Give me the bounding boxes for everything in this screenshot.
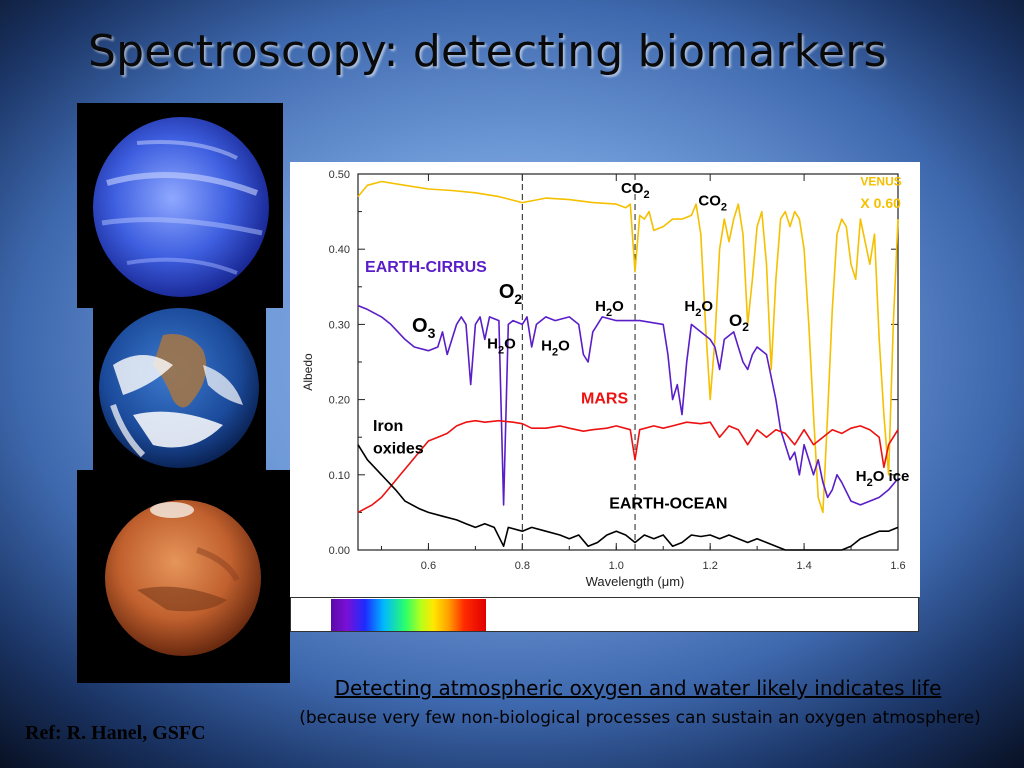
x-tick-label: 1.2: [703, 560, 718, 572]
x-tick-label: 0.6: [421, 560, 436, 572]
venus-image: [77, 103, 283, 308]
y-tick-label: 0.10: [329, 470, 350, 482]
mars-planet-icon: [105, 500, 261, 656]
y-tick-label: 0.30: [329, 319, 350, 331]
molecule-label: CO2: [698, 193, 727, 214]
series-line-earth-ocean: [357, 444, 899, 551]
y-tick-label: 0.20: [329, 395, 350, 407]
molecule-label: H2O ice: [856, 468, 910, 489]
x-tick-label: 1.4: [796, 560, 811, 572]
x-axis-label: Wavelength (μm): [586, 574, 685, 589]
plot-frame: [357, 173, 899, 551]
annotation-label: oxides: [373, 441, 424, 458]
rainbow-band: [331, 599, 486, 631]
mars-image: [77, 470, 290, 683]
earth-planet-icon: [99, 308, 259, 468]
molecule-label: H2O: [541, 338, 570, 359]
series-line-mars: [357, 419, 899, 514]
molecule-label: CO2: [621, 180, 650, 201]
earth-image: [93, 305, 266, 470]
series-line-earth-cirrus: [357, 304, 899, 506]
molecule-label: O3: [412, 315, 436, 341]
molecule-label: O2: [729, 311, 749, 334]
x-tick-label: 0.8: [515, 560, 530, 572]
molecule-label: H2O: [487, 335, 516, 356]
caption-sub: (because very few non-biological process…: [299, 708, 981, 728]
y-tick-label: 0.00: [329, 545, 350, 557]
annotation-label: EARTH-OCEAN: [609, 496, 727, 513]
y-axis-label: Albedo: [301, 353, 315, 391]
visible-spectrum-strip: [290, 597, 919, 632]
series-line-venus-x-0-60: [357, 180, 899, 514]
x-tick-label: 1.6: [890, 560, 905, 572]
caption-main: Detecting atmospheric oxygen and water l…: [334, 676, 942, 700]
annotation-label: MARS: [581, 390, 628, 407]
molecule-label: H2O: [684, 298, 713, 319]
x-tick-label: 1.0: [609, 560, 624, 572]
venus-planet-icon: [93, 117, 269, 297]
spectrum-chart: 0.00 0.10 0.20 0.30 0.40 0.50 0.6 0.8 1.0 1.2 1.4 1…: [290, 162, 920, 597]
y-tick-label: 0.40: [329, 244, 350, 256]
annotation-label: X 0.60: [860, 195, 901, 211]
molecule-label: H2O: [595, 298, 624, 319]
slide-title: Spectroscopy: detecting biomarkers: [88, 26, 887, 77]
molecule-label: O2: [499, 281, 523, 307]
reference-text: Ref: R. Hanel, GSFC: [25, 722, 206, 744]
annotation-label: EARTH-CIRRUS: [365, 259, 487, 276]
y-tick-label: 0.50: [329, 169, 350, 181]
annotation-label: Iron: [373, 418, 403, 435]
annotation-label: VENUS: [860, 174, 901, 188]
spectrum-chart-svg: 0.00 0.10 0.20 0.30 0.40 0.50 0.6 0.8 1.0 1.2 1.4 1…: [301, 169, 910, 589]
